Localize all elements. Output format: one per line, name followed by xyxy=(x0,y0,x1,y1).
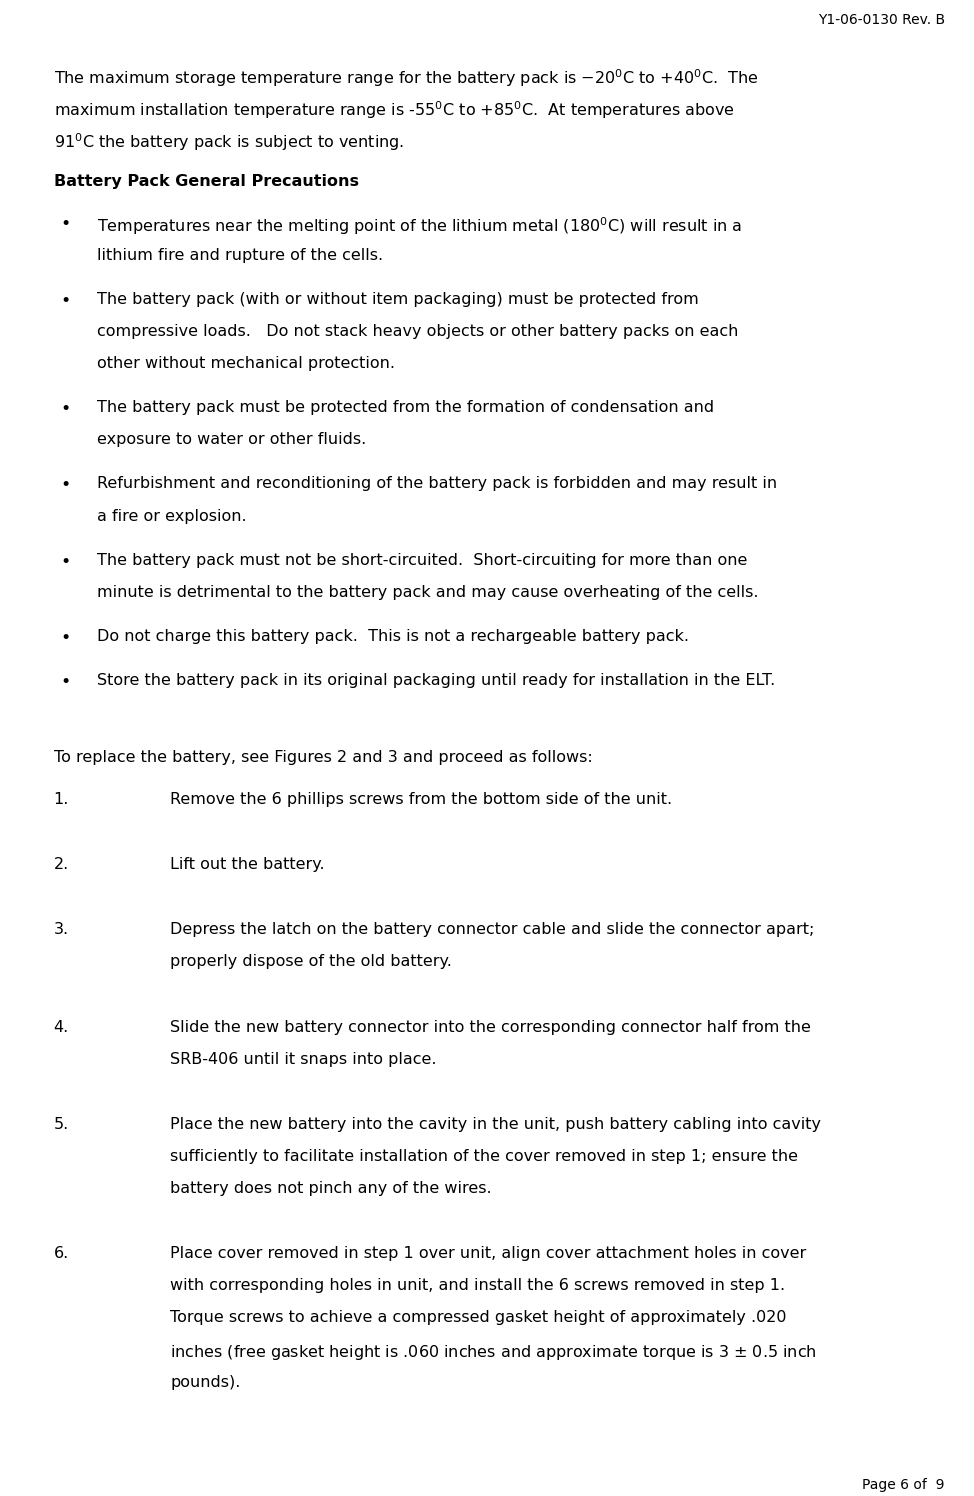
Text: compressive loads.   Do not stack heavy objects or other battery packs on each: compressive loads. Do not stack heavy ob… xyxy=(97,323,738,340)
Text: 6.: 6. xyxy=(54,1246,69,1261)
Text: sufficiently to facilitate installation of the cover removed in step 1; ensure t: sufficiently to facilitate installation … xyxy=(170,1149,799,1164)
Text: Do not charge this battery pack.  This is not a rechargeable battery pack.: Do not charge this battery pack. This is… xyxy=(97,628,690,645)
Text: The battery pack must be protected from the formation of condensation and: The battery pack must be protected from … xyxy=(97,399,715,416)
Text: To replace the battery, see Figures 2 and 3 and proceed as follows:: To replace the battery, see Figures 2 an… xyxy=(54,749,592,766)
Text: properly dispose of the old battery.: properly dispose of the old battery. xyxy=(170,954,452,969)
Text: The maximum storage temperature range for the battery pack is $-$20$^0$C to +40$: The maximum storage temperature range fo… xyxy=(54,67,758,90)
Text: pounds).: pounds). xyxy=(170,1375,241,1390)
Text: •: • xyxy=(60,215,71,233)
Text: Remove the 6 phillips screws from the bottom side of the unit.: Remove the 6 phillips screws from the bo… xyxy=(170,791,673,808)
Text: Torque screws to achieve a compressed gasket height of approximately .020: Torque screws to achieve a compressed ga… xyxy=(170,1310,787,1325)
Text: Lift out the battery.: Lift out the battery. xyxy=(170,857,325,872)
Text: Battery Pack General Precautions: Battery Pack General Precautions xyxy=(54,174,358,188)
Text: battery does not pinch any of the wires.: battery does not pinch any of the wires. xyxy=(170,1180,492,1197)
Text: Store the battery pack in its original packaging until ready for installation in: Store the battery pack in its original p… xyxy=(97,673,775,688)
Text: 3.: 3. xyxy=(54,922,69,938)
Text: 1.: 1. xyxy=(54,791,69,808)
Text: Refurbishment and reconditioning of the battery pack is forbidden and may result: Refurbishment and reconditioning of the … xyxy=(97,476,777,492)
Text: Y1-06-0130 Rev. B: Y1-06-0130 Rev. B xyxy=(817,13,945,27)
Text: 91$^0$C the battery pack is subject to venting.: 91$^0$C the battery pack is subject to v… xyxy=(54,132,404,154)
Text: The battery pack must not be short-circuited.  Short-circuiting for more than on: The battery pack must not be short-circu… xyxy=(97,552,748,568)
Text: with corresponding holes in unit, and install the 6 screws removed in step 1.: with corresponding holes in unit, and in… xyxy=(170,1278,786,1294)
Text: •: • xyxy=(60,673,71,691)
Text: •: • xyxy=(60,628,71,648)
Text: SRB-406 until it snaps into place.: SRB-406 until it snaps into place. xyxy=(170,1052,437,1067)
Text: •: • xyxy=(60,476,71,495)
Text: Page 6 of  9: Page 6 of 9 xyxy=(862,1478,945,1492)
Text: Place cover removed in step 1 over unit, align cover attachment holes in cover: Place cover removed in step 1 over unit,… xyxy=(170,1246,806,1261)
Text: •: • xyxy=(60,399,71,419)
Text: 5.: 5. xyxy=(54,1116,69,1132)
Text: minute is detrimental to the battery pack and may cause overheating of the cells: minute is detrimental to the battery pac… xyxy=(97,585,759,600)
Text: other without mechanical protection.: other without mechanical protection. xyxy=(97,356,395,371)
Text: exposure to water or other fluids.: exposure to water or other fluids. xyxy=(97,432,366,447)
Text: The battery pack (with or without item packaging) must be protected from: The battery pack (with or without item p… xyxy=(97,292,699,307)
Text: inches (free gasket height is .060 inches and approximate torque is 3 $\pm$ 0.5 : inches (free gasket height is .060 inche… xyxy=(170,1342,817,1361)
Text: Depress the latch on the battery connector cable and slide the connector apart;: Depress the latch on the battery connect… xyxy=(170,922,815,938)
Text: lithium fire and rupture of the cells.: lithium fire and rupture of the cells. xyxy=(97,247,384,263)
Text: Place the new battery into the cavity in the unit, push battery cabling into cav: Place the new battery into the cavity in… xyxy=(170,1116,821,1132)
Text: 4.: 4. xyxy=(54,1019,69,1035)
Text: •: • xyxy=(60,292,71,310)
Text: a fire or explosion.: a fire or explosion. xyxy=(97,509,247,524)
Text: maximum installation temperature range is -55$^0$C to +85$^0$C.  At temperatures: maximum installation temperature range i… xyxy=(54,99,734,121)
Text: Temperatures near the melting point of the lithium metal (180$^0$C) will result : Temperatures near the melting point of t… xyxy=(97,215,742,238)
Text: Slide the new battery connector into the corresponding connector half from the: Slide the new battery connector into the… xyxy=(170,1019,811,1035)
Text: 2.: 2. xyxy=(54,857,69,872)
Text: •: • xyxy=(60,552,71,571)
